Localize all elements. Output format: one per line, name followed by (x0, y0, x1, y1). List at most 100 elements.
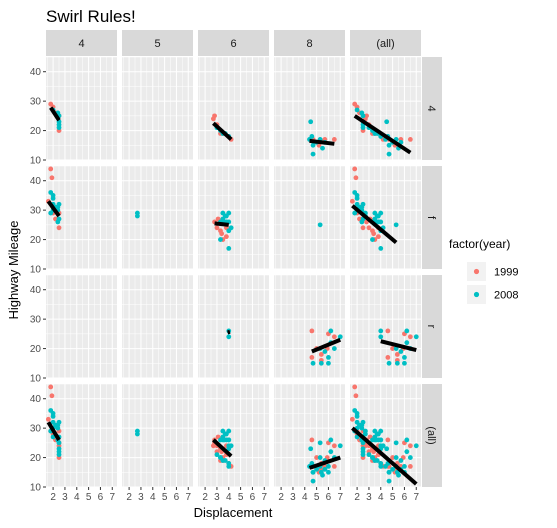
point-2008 (402, 355, 407, 360)
facet-panel-all-4 (350, 56, 421, 161)
x-tick-label: 5 (314, 492, 320, 503)
point-2008 (386, 142, 392, 148)
point-1999 (352, 166, 358, 172)
fit-line (212, 438, 233, 458)
facet-panel-5-r (122, 274, 193, 379)
point-2008 (386, 360, 392, 366)
row-strip-label: f (425, 216, 437, 220)
point-2008 (360, 125, 366, 131)
facet-panel-4-r (46, 274, 117, 379)
facet-panel-6-all (198, 383, 269, 488)
point-2008 (226, 210, 232, 216)
point-2008 (218, 237, 223, 242)
point-2008 (314, 466, 319, 472)
column-strip (122, 30, 193, 56)
point-1999 (376, 234, 381, 240)
panel-background (122, 275, 193, 378)
point-2008 (226, 428, 232, 434)
point-1999 (224, 234, 229, 240)
fit-line (380, 339, 417, 352)
x-tick-label: 5 (238, 492, 244, 503)
point-2008 (56, 201, 62, 207)
point-2008 (386, 151, 392, 157)
y-tick-label: 10 (30, 374, 42, 385)
x-tick-label: 5 (162, 492, 168, 503)
x-tick-label: 3 (214, 492, 220, 503)
point-2008 (55, 425, 61, 431)
panel-background (198, 275, 269, 378)
point-2008 (326, 464, 331, 469)
row-strip-label: r (425, 325, 437, 329)
point-1999 (48, 166, 54, 172)
x-tick-label: 5 (86, 492, 92, 503)
point-1999 (45, 416, 51, 422)
point-2008 (384, 446, 390, 452)
point-1999 (212, 113, 217, 119)
point-1999 (352, 384, 358, 390)
point-2008 (360, 419, 366, 425)
point-2008 (370, 455, 375, 460)
legend-title: factor(year) (449, 237, 510, 251)
panel-background (198, 57, 269, 160)
point-1999 (407, 137, 413, 142)
point-2008 (378, 334, 384, 340)
point-2008 (134, 431, 140, 437)
panel-background (122, 384, 193, 487)
y-tick-label: 20 (30, 126, 42, 137)
point-1999 (318, 352, 324, 357)
fit-lines (46, 106, 418, 486)
point-1999 (309, 328, 315, 334)
facet-panel-all-f (350, 165, 421, 270)
column-strip-label: 6 (230, 38, 236, 50)
point-2008 (390, 466, 395, 472)
column-strip-label: 4 (78, 38, 84, 50)
row-strip-label: 4 (425, 105, 437, 111)
panel-background (274, 384, 345, 487)
facet-panel-5-all (122, 383, 193, 488)
x-tick-label: 4 (74, 492, 80, 503)
point-2008 (317, 222, 323, 228)
facet-panel-all-r (350, 274, 421, 379)
point-2008 (378, 328, 384, 334)
point-1999 (331, 334, 337, 340)
fit-line (46, 421, 61, 441)
point-2008 (354, 413, 360, 419)
point-1999 (360, 225, 366, 231)
point-1999 (331, 137, 337, 142)
point-1999 (407, 464, 413, 469)
facet-panel-8-f (274, 165, 345, 270)
point-1999 (364, 113, 369, 119)
point-2008 (320, 145, 325, 151)
x-tick-label: 3 (62, 492, 68, 503)
point-1999 (48, 384, 54, 390)
point-2008 (326, 360, 331, 366)
point-1999 (407, 443, 413, 449)
point-1999 (366, 225, 372, 231)
row-strip (422, 57, 442, 160)
y-tick-label: 20 (30, 235, 42, 246)
y-tick-label: 40 (30, 67, 42, 78)
legend-swatch-2008 (473, 291, 480, 298)
x-tick-label: 7 (337, 492, 343, 503)
row-strip (422, 275, 442, 378)
point-2008 (402, 464, 407, 469)
facet-panel-6-f (198, 165, 269, 270)
point-1999 (56, 225, 62, 231)
point-1999 (371, 231, 377, 237)
panel-background (350, 275, 421, 378)
chart-title: Swirl Rules! (46, 7, 136, 26)
point-2008 (378, 246, 384, 251)
x-tick-label: 7 (413, 492, 419, 503)
point-1999 (331, 443, 337, 449)
facet-panel-8-all (274, 383, 345, 488)
x-tick-label: 7 (185, 492, 191, 503)
point-2008 (50, 195, 56, 201)
panel-background (274, 166, 345, 269)
x-tick-label: 4 (226, 492, 232, 503)
point-2008 (214, 452, 220, 458)
y-tick-label: 30 (30, 315, 42, 326)
y-tick-label: 10 (30, 265, 42, 276)
point-1999 (214, 225, 220, 231)
point-2008 (337, 334, 343, 340)
